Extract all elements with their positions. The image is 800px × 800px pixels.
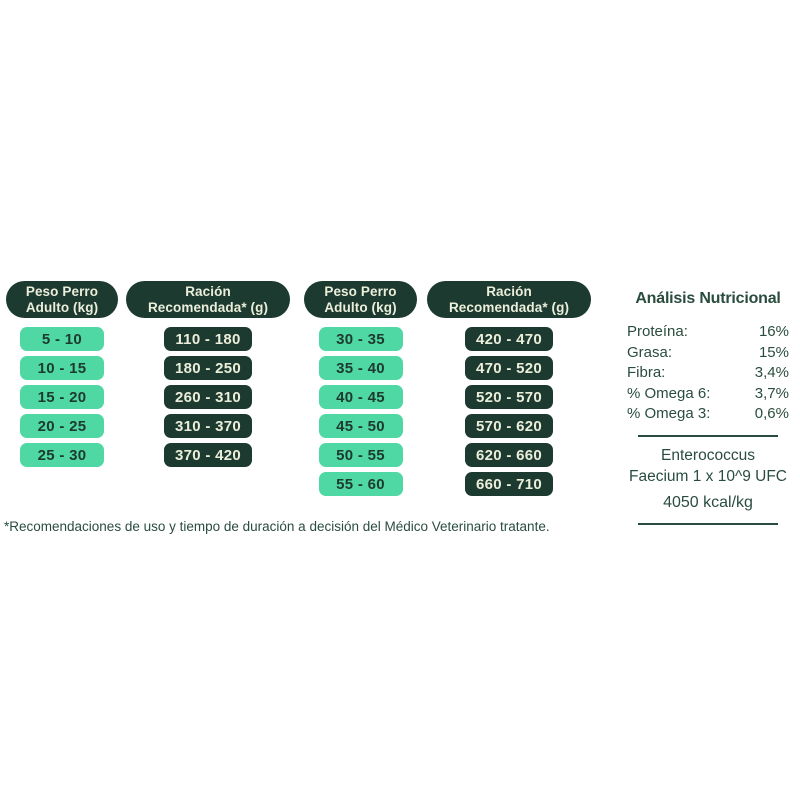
nutrition-value: 3,4% <box>754 364 789 381</box>
ration-pill: 420 - 470 <box>465 327 553 351</box>
ration-pill: 260 - 310 <box>164 385 252 409</box>
nutrition-value: 16% <box>758 323 789 340</box>
ration-header-line1: Ración <box>486 284 532 300</box>
weight-header-line1: Peso Perro <box>25 284 99 300</box>
weight-pill: 25 - 30 <box>20 443 104 467</box>
ration-header-line2: Recomendada* (g) <box>448 299 570 315</box>
ration-header-line2: Recomendada* (g) <box>147 299 269 315</box>
divider-top <box>638 434 778 437</box>
weight-column-1: Peso Perro Adulto (kg) 5 - 10 10 - 15 15… <box>6 281 118 472</box>
probiotic-line-2: Faecium 1 x 10^9 UFC <box>628 467 788 485</box>
ration-header-line1: Ración <box>185 284 231 300</box>
ration-pill: 570 - 620 <box>465 414 553 438</box>
ration-pill: 370 - 420 <box>164 443 252 467</box>
nutrition-label: Grasa: <box>627 343 673 361</box>
nutrition-title: Análisis Nutricional <box>635 290 781 307</box>
nutrition-row-omega3: % Omega 3: 0,6% <box>627 404 789 425</box>
weight-pill: 15 - 20 <box>20 385 104 409</box>
nutrition-extras: Enterococcus Faecium 1 x 10^9 UFC 4050 k… <box>627 445 789 513</box>
footnote: *Recomendaciones de uso y tiempo de dura… <box>4 519 550 534</box>
nutrition-value: 3,7% <box>754 384 789 402</box>
ration-column-2: Ración Recomendada* (g) 420 - 470 470 - … <box>427 281 591 501</box>
ration-pill: 110 - 180 <box>164 327 252 351</box>
ration-header-1: Ración Recomendada* (g) <box>126 281 290 318</box>
nutrition-value: 15% <box>758 343 789 361</box>
nutrition-rows: Proteína: 16% Grasa: 15% Fibra: 3,4% % O… <box>627 322 789 425</box>
ration-pill: 620 - 660 <box>465 443 553 467</box>
ration-pill: 310 - 370 <box>164 414 252 438</box>
weight-pill: 30 - 35 <box>318 327 403 351</box>
nutrition-label: Proteína: <box>627 323 688 340</box>
ration-pill: 660 - 710 <box>465 472 553 496</box>
nutrition-value: 0,6% <box>754 405 789 422</box>
ration-pill: 520 - 570 <box>465 385 553 409</box>
weight-pill: 50 - 55 <box>318 443 403 467</box>
weight-header-1: Peso Perro Adulto (kg) <box>6 281 118 318</box>
weight-header-line2: Adulto (kg) <box>324 299 397 315</box>
weight-pill: 35 - 40 <box>318 356 403 380</box>
ration-header-2: Ración Recomendada* (g) <box>427 281 591 318</box>
divider-bottom <box>638 522 778 525</box>
ration-pill: 180 - 250 <box>164 356 252 380</box>
weight-pill: 5 - 10 <box>20 327 104 351</box>
weight-header-line1: Peso Perro <box>324 284 397 300</box>
nutrition-row-omega6: % Omega 6: 3,7% <box>627 384 789 405</box>
weight-pill: 45 - 50 <box>318 414 403 438</box>
energy-value: 4050 kcal/kg <box>663 493 753 511</box>
ration-pill: 470 - 520 <box>465 356 553 380</box>
weight-header-2: Peso Perro Adulto (kg) <box>304 281 417 318</box>
nutrition-label: % Omega 6: <box>627 384 711 402</box>
nutrition-row-fiber: Fibra: 3,4% <box>627 363 789 384</box>
nutrition-label: % Omega 3: <box>627 405 711 422</box>
probiotic-line-1: Enterococcus <box>661 446 755 464</box>
weight-pill: 55 - 60 <box>318 472 403 496</box>
nutrition-panel: Análisis Nutricional Proteína: 16% Grasa… <box>627 289 789 525</box>
nutrition-row-protein: Proteína: 16% <box>627 322 789 343</box>
weight-column-2: Peso Perro Adulto (kg) 30 - 35 35 - 40 4… <box>304 281 417 501</box>
nutrition-row-fat: Grasa: 15% <box>627 343 789 364</box>
nutrition-label: Fibra: <box>627 364 666 381</box>
weight-pill: 10 - 15 <box>20 356 104 380</box>
weight-pill: 20 - 25 <box>20 414 104 438</box>
weight-header-line2: Adulto (kg) <box>25 299 99 315</box>
ration-column-1: Ración Recomendada* (g) 110 - 180 180 - … <box>126 281 290 472</box>
weight-pill: 40 - 45 <box>318 385 403 409</box>
